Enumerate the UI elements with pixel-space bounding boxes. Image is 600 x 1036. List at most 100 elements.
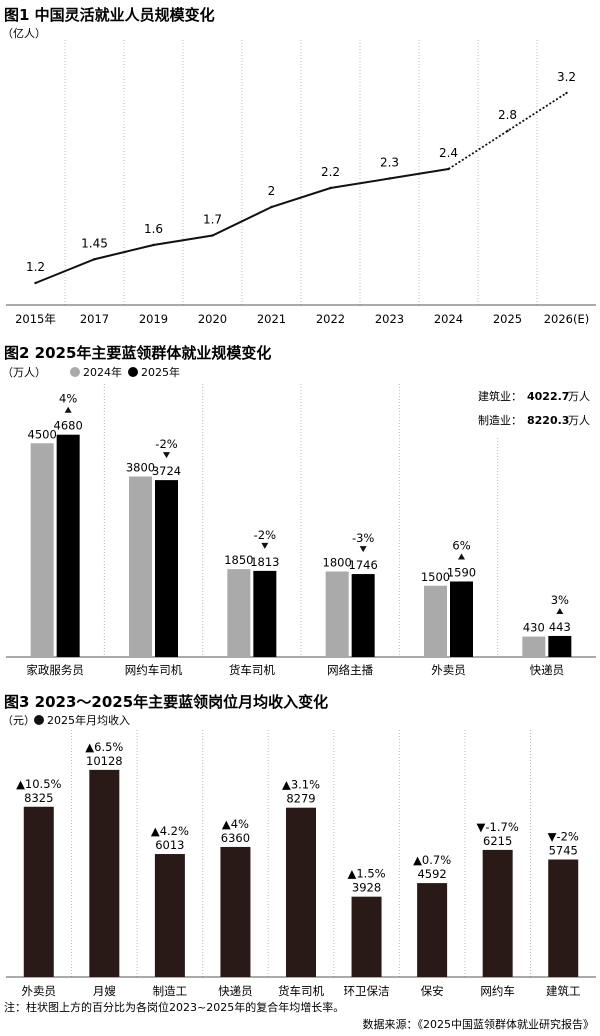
fig1-point [329,186,332,190]
legend-2025-swatch [128,367,138,377]
fig1-point [506,129,509,133]
fig1-data-label: 2 [268,184,276,198]
fig2-value-2024: 1850 [224,553,253,567]
fig2-value-2025: 1590 [447,565,476,579]
fig3-x-tick: 外卖员 [22,984,57,998]
up-triangle-icon [556,607,564,614]
fig1-x-tick: 2025 [493,312,522,326]
fig2-value-2024: 3800 [126,461,155,475]
fig3-x-tick: 快递员 [218,984,253,998]
fig1-point [93,258,96,261]
fig2-value-2025: 1813 [250,555,279,569]
fig1-projected-line [448,92,567,170]
fig2-change-label: 4% [59,392,77,406]
fig1-x-tick: 2022 [316,312,345,326]
fig2-x-tick: 外卖员 [431,663,466,677]
fig1-point [270,205,273,209]
up-triangle-icon [458,553,465,560]
fig1-data-label: 3.2 [557,70,576,84]
down-triangle-icon [359,546,367,553]
fig1-data-label: 2.4 [439,146,458,160]
fig3-change-label: ▲10.5% [16,777,61,791]
fig2-change-label: 3% [551,593,569,607]
fig3-bar [220,846,251,977]
fig2-value-2024: 1800 [323,556,352,570]
footer-note: 注：柱状图上方的百分比为各岗位2023~2025年的复合年均增长率。 [4,1000,344,1014]
annot-manufacturing-value: 8220.3 [527,414,569,427]
fig2-x-tick: 货车司机 [229,663,275,677]
legend-income-swatch [34,715,44,725]
fig1-data-label: 2.3 [380,156,399,170]
fig3-change-label: ▲0.7% [413,853,451,867]
fig2-value-2024: 1500 [421,570,450,584]
fig1-point [565,91,568,95]
fig1-data-label: 1.45 [81,236,108,250]
fig3-value-label: 6013 [155,838,184,852]
fig3-change-label: ▼-1.7% [477,820,519,834]
fig3-title: 图3 2023～2025年主要蓝领岗位月均收入变化 [4,693,328,711]
fig2-change-label: -3% [352,531,374,545]
fig1-x-tick: 2019 [139,312,168,326]
fig1-plot: 1.2 2015年 1.45 2017 1.6 2019 1.7 2020 2 2021 2.2 20… [6,40,596,326]
fig3-change-label: ▼-2% [548,830,579,844]
down-triangle-icon [261,542,269,549]
fig1-x-tick: 2026(E) [544,312,590,326]
fig2-value-2025: 443 [549,620,571,634]
fig3-plot: 8325▲10.5% 外卖员 10128▲6.5% 月嫂 6013▲4.2% 制造工 636… [6,730,596,998]
fig2-title: 图2 2025年主要蓝领群体就业规模变化 [4,344,271,362]
fig3-bar [417,883,448,977]
fig2-value-2025: 4680 [54,419,83,433]
fig3-bar [351,896,382,977]
fig3-change-label: ▲4% [222,817,249,831]
fig2-bar-2025 [253,570,277,657]
fig1-x-tick: 2015年 [15,312,56,326]
fig2-change-label: -2% [254,528,276,542]
fig3-value-label: 8325 [24,791,53,805]
fig2-x-tick: 网络主播 [327,663,373,677]
fig3-value-label: 6215 [483,834,512,848]
fig1-point [388,177,391,180]
fig3-x-tick: 环卫保洁 [344,984,390,998]
fig3-x-tick: 网约车 [480,984,515,998]
fig2-x-tick: 家政服务员 [26,663,84,677]
fig1-point [34,281,37,285]
fig2-unit: （万人） [2,366,46,379]
fig2-bar-2024 [325,571,349,657]
legend-2024-label: 2024年 [83,365,122,379]
up-triangle-icon [64,406,72,413]
fig1-data-label: 1.6 [144,222,163,236]
annot-manufacturing-label: 制造业： [478,413,522,427]
fig1-point [211,234,214,237]
fig1-x-tick: 2023 [375,312,404,326]
fig3-value-label: 5745 [549,844,578,858]
legend-income-label: 2025年月均收入 [47,713,130,727]
fig3-bar [286,807,316,977]
fig3-bar [154,854,185,977]
fig2-x-tick: 网约车司机 [125,663,183,677]
fig1-x-tick: 2017 [80,312,109,326]
fig2-value-2025: 3724 [152,464,181,478]
fig1-point [152,243,155,247]
fig1-x-tick: 2021 [257,312,286,326]
fig3-change-label: ▲1.5% [348,867,386,881]
fig1-data-label: 1.7 [203,213,222,227]
annot-construction-label: 建筑业： [478,389,522,403]
fig1-data-label: 2.2 [321,165,340,179]
fig1-series-line [35,168,449,284]
fig3-x-tick: 月嫂 [93,984,116,998]
fig1-unit: （亿人） [2,27,46,40]
legend-2025-label: 2025年 [141,365,180,379]
fig2-change-label: 6% [452,538,470,552]
fig2-bar-2024 [129,476,152,657]
fig3-bar [89,769,120,977]
fig3-bar [23,806,54,977]
fig3-change-label: ▲6.5% [85,740,123,754]
fig2-bar-2025 [548,635,572,657]
fig2-bar-2025 [56,434,80,657]
fig3-bar [548,859,579,977]
fig3-x-tick: 制造工 [153,984,188,998]
fig1-x-tick: 2024 [434,312,463,326]
annot-manufacturing-unit: 万人 [568,414,590,427]
